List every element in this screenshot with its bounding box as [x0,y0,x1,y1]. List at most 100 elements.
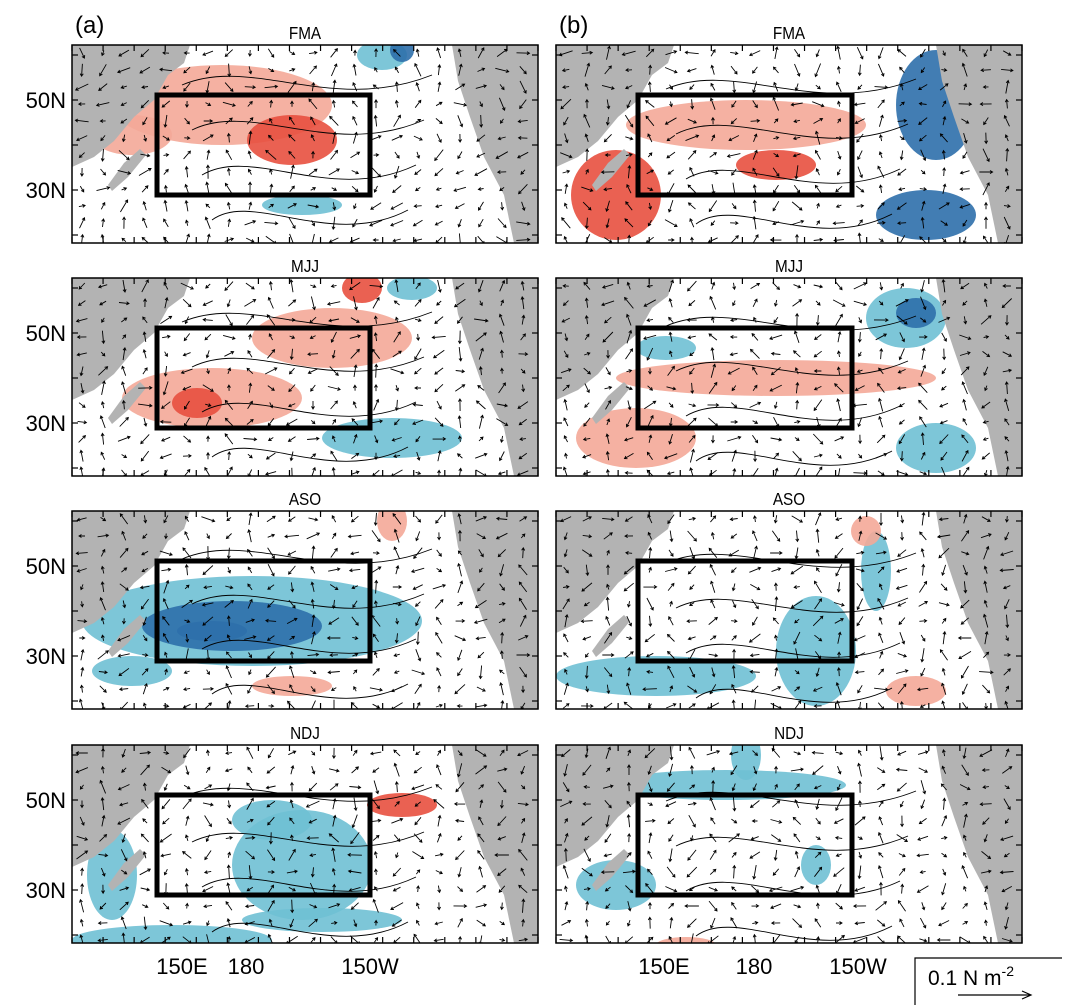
wind-arrow [877,63,885,77]
wind-arrow [835,204,842,208]
panel-frame [555,510,1023,710]
wind-arrow [392,867,402,877]
wind-arrow [686,918,697,928]
wind-arrow [604,800,612,809]
wind-arrow [311,614,316,627]
contour-line [201,164,417,180]
wind-arrow [411,669,426,676]
wind-arrow [121,134,126,143]
wind-arrow [919,531,927,541]
wind-arrow [669,916,674,929]
region-box [154,92,373,198]
wind-arrow [416,885,421,893]
wind-arrow [477,833,485,843]
wind-arrow [457,750,463,757]
wind-arrow [287,550,297,556]
wind-arrow [351,100,358,108]
anomaly-shading [262,195,342,215]
wind-arrow [331,515,337,523]
wind-arrow [248,382,253,393]
wind-arrow [605,468,610,476]
wind-arrow [518,848,528,861]
wind-arrow [963,581,968,594]
wind-arrow [519,614,527,627]
wind-arrow [834,547,844,559]
wind-arrow [288,384,296,393]
wind-arrow [559,938,574,943]
wind-arrow [458,529,462,542]
wind-arrow [708,333,718,341]
wind-arrow [499,330,504,343]
wind-arrow [75,318,88,323]
wind-arrow [581,867,593,877]
wind-arrow [960,366,970,376]
wind-arrow [247,684,253,694]
wind-arrow [668,402,674,408]
wind-arrow [918,84,928,90]
wind-arrow [667,514,675,525]
wind-arrow [394,151,400,159]
wind-arrow [100,867,106,877]
wind-arrow [267,748,274,759]
wind-arrow [521,547,526,559]
wind-arrow [920,169,926,175]
wind-arrow [267,296,274,309]
wind-arrow [78,534,85,538]
wind-arrow [436,832,442,843]
map-content [72,45,538,243]
wind-arrow [627,666,632,677]
wind-arrow [879,650,884,659]
wind-arrow [225,585,234,590]
wind-arrow [920,799,926,810]
wind-arrow [353,433,358,444]
wind-arrow [414,298,422,307]
wind-arrow [625,550,633,555]
wind-arrow [983,599,988,608]
wind-arrow [605,596,610,611]
wind-arrow [919,416,927,428]
wind-arrow [982,420,989,424]
wind-arrow [730,118,738,125]
wind-arrow [644,400,657,410]
wind-arrow [521,832,526,844]
wind-arrow [116,67,131,74]
wind-arrow [857,166,863,179]
wind-arrow [648,434,653,443]
wind-arrow [160,853,171,858]
wind-arrow [728,751,739,756]
wind-arrow [437,449,442,462]
wind-arrow [813,350,822,358]
wind-arrow [878,184,883,193]
wind-arrow [752,435,759,444]
wind-arrow [731,100,737,108]
wind-arrow [731,168,737,176]
wind-arrow [227,384,231,391]
wind-arrow [710,580,716,593]
anomaly-shading [377,511,407,541]
wind-arrow [833,867,845,877]
wind-arrow [938,316,951,323]
wind-arrow [225,665,232,679]
wind-arrow [457,562,462,577]
wind-arrow [793,467,800,476]
wind-arrow [206,435,210,442]
wind-arrow [626,100,632,109]
wind-arrow [434,149,444,162]
wind-arrow [182,298,192,308]
wind-arrow [919,580,928,593]
wind-arrow [435,784,443,790]
land [72,278,190,400]
wind-arrow [664,567,678,572]
wind-arrow [395,565,400,575]
wind-arrow [244,299,257,307]
wind-arrow [457,886,464,893]
wind-arrow [100,517,107,522]
wind-arrow [457,513,462,525]
wind-arrow [248,130,253,145]
wind-arrow [793,751,802,756]
wind-arrow [225,533,232,540]
wind-arrow [814,918,822,928]
wind-arrow [688,814,696,828]
wind-arrow [457,550,462,556]
wind-arrow [285,418,298,426]
